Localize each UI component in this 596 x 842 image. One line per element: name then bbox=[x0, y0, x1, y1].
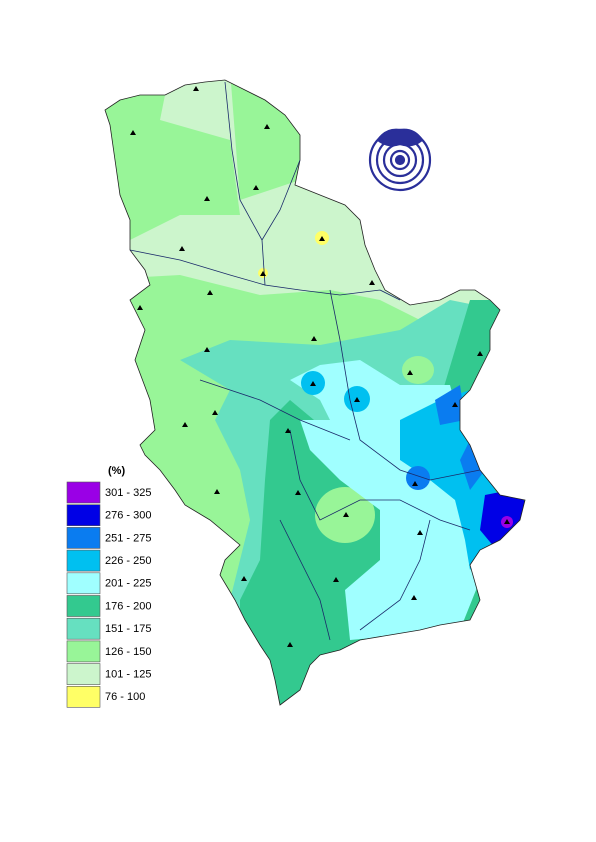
zone bbox=[400, 390, 500, 570]
legend-label: 126 - 150 bbox=[105, 646, 151, 658]
legend-label: 251 - 275 bbox=[105, 532, 151, 544]
legend-swatch bbox=[66, 481, 101, 504]
zone bbox=[435, 385, 465, 425]
precipitation-map bbox=[105, 80, 525, 705]
border bbox=[104, 79, 526, 706]
legend-title: (%) bbox=[108, 465, 125, 477]
zone bbox=[402, 356, 434, 384]
rivers bbox=[129, 81, 481, 641]
legend-swatch bbox=[66, 527, 101, 549]
legend-swatch bbox=[66, 595, 101, 617]
legend-label: 76 - 100 bbox=[105, 691, 145, 703]
legend-label: 201 - 225 bbox=[105, 578, 151, 590]
legend: (%) 301 - 325 276 - 300 251 - 275 226 - 250… bbox=[66, 465, 151, 708]
legend-swatch bbox=[66, 572, 101, 595]
legend-label: 301 - 325 bbox=[105, 487, 151, 499]
zone bbox=[406, 466, 430, 490]
zone bbox=[105, 80, 240, 240]
legend-swatch bbox=[66, 549, 101, 572]
logo bbox=[368, 128, 432, 192]
legend-label: 226 - 250 bbox=[105, 555, 151, 567]
legend-swatch bbox=[66, 663, 101, 685]
legend-swatch bbox=[66, 504, 101, 527]
legend-swatch bbox=[66, 685, 101, 708]
legend-label: 101 - 125 bbox=[105, 669, 151, 681]
zone bbox=[230, 80, 330, 200]
legend-swatch bbox=[66, 640, 101, 663]
legend-swatch bbox=[66, 617, 101, 640]
legend-label: 151 - 175 bbox=[105, 623, 151, 635]
legend-label: 176 - 200 bbox=[105, 600, 151, 612]
zone bbox=[460, 440, 485, 490]
legend-label: 276 - 300 bbox=[105, 510, 151, 522]
